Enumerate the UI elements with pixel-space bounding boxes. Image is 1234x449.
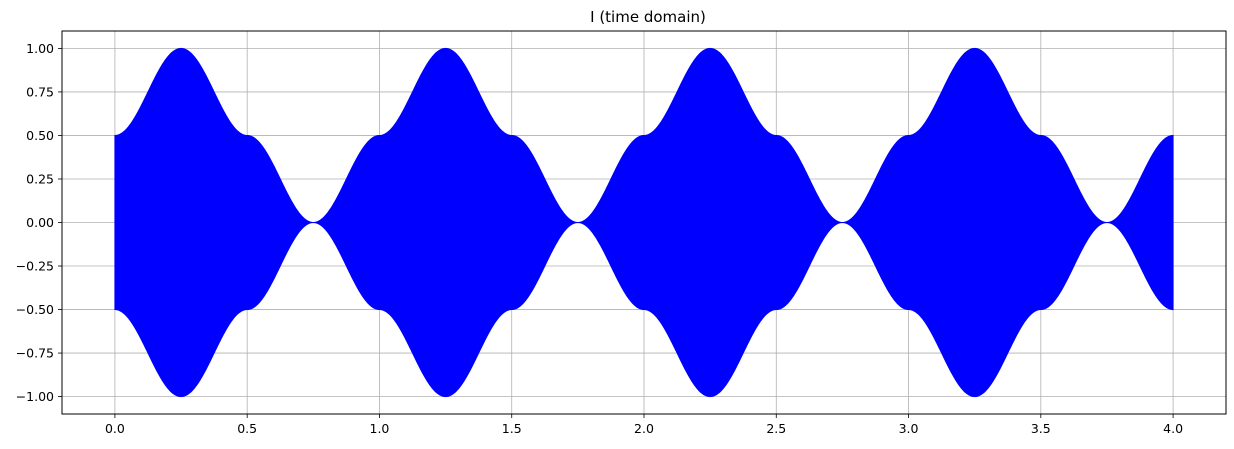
chart-title: I (time domain): [590, 8, 706, 26]
x-tick-label: 2.0: [634, 421, 654, 436]
y-tick-label: 0.00: [26, 215, 54, 230]
x-tick-label: 4.0: [1163, 421, 1183, 436]
x-tick-label: 3.0: [899, 421, 919, 436]
plot-area: [114, 47, 1174, 398]
y-tick-label: 0.75: [26, 84, 54, 99]
x-tick-label: 1.0: [370, 421, 390, 436]
y-tick-label: 0.50: [26, 128, 54, 143]
x-axis: 0.0 0.5 1.0 1.5 2.0 2.5 3.0 3.5 4.0: [105, 414, 1183, 436]
x-tick-label: 0.5: [237, 421, 257, 436]
y-tick-label: −0.50: [16, 302, 54, 317]
x-tick-label: 1.5: [502, 421, 522, 436]
y-tick-label: −0.25: [16, 259, 54, 274]
x-tick-label: 2.5: [766, 421, 786, 436]
x-tick-label: 0.0: [105, 421, 125, 436]
signal-band: [114, 47, 1174, 398]
y-axis: 1.00 0.75 0.50 0.25 0.00 −0.25 −0.50 −0.75 −1.00: [16, 41, 62, 404]
y-tick-label: 0.25: [26, 171, 54, 186]
y-tick-label: −1.00: [16, 389, 54, 404]
y-tick-label: 1.00: [26, 41, 54, 56]
x-tick-label: 3.5: [1031, 421, 1051, 436]
y-tick-label: −0.75: [16, 346, 54, 361]
